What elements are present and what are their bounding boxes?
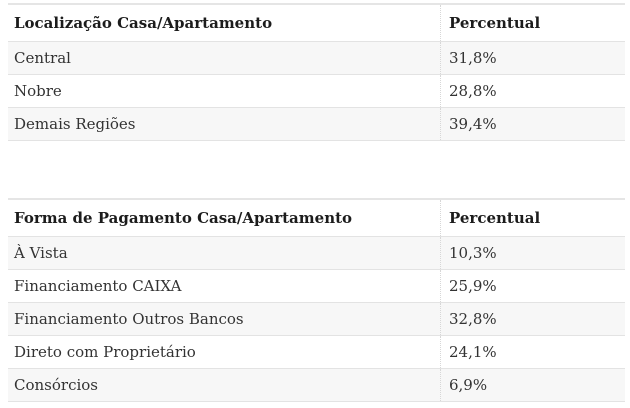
row-label-consorcios: Consórcios xyxy=(8,368,441,402)
row-label-central: Central xyxy=(8,41,441,75)
table-header-row: Forma de Pagamento Casa/Apartamento Perc… xyxy=(8,199,625,237)
row-label-nobre: Nobre xyxy=(8,74,441,108)
row-label-demais-regioes: Demais Regiões xyxy=(8,107,441,141)
row-value-financiamento-caixa: 25,9% xyxy=(440,269,625,303)
row-label-direto-com-proprietario: Direto com Proprietário xyxy=(8,335,441,369)
table-row: Direto com Proprietário 24,1% xyxy=(8,335,625,369)
table-row: Financiamento Outros Bancos 32,8% xyxy=(8,302,625,336)
table-row: Financiamento CAIXA 25,9% xyxy=(8,269,625,303)
header-cell-percentual: Percentual xyxy=(440,199,625,237)
table-row: Consórcios 6,9% xyxy=(8,368,625,402)
row-value-financiamento-outros-bancos: 32,8% xyxy=(440,302,625,336)
row-value-nobre: 28,8% xyxy=(440,74,625,108)
table-row: Nobre 28,8% xyxy=(8,74,625,108)
table-row: Central 31,8% xyxy=(8,41,625,75)
row-value-central: 31,8% xyxy=(440,41,625,75)
row-value-demais-regioes: 39,4% xyxy=(440,107,625,141)
row-label-a-vista: À Vista xyxy=(8,236,441,270)
row-label-financiamento-outros-bancos: Financiamento Outros Bancos xyxy=(8,302,441,336)
table-header-row: Localização Casa/Apartamento Percentual xyxy=(8,4,625,42)
forma-pagamento-table: Forma de Pagamento Casa/Apartamento Perc… xyxy=(8,198,625,402)
header-cell-percentual: Percentual xyxy=(440,4,625,42)
content-area: Localização Casa/Apartamento Percentual … xyxy=(8,3,625,402)
table-row: Demais Regiões 39,4% xyxy=(8,107,625,141)
header-cell-localizacao: Localização Casa/Apartamento xyxy=(8,4,441,42)
row-label-financiamento-caixa: Financiamento CAIXA xyxy=(8,269,441,303)
table-row: À Vista 10,3% xyxy=(8,236,625,270)
header-cell-forma-pagamento: Forma de Pagamento Casa/Apartamento xyxy=(8,199,441,237)
localizacao-table: Localização Casa/Apartamento Percentual … xyxy=(8,3,625,141)
row-value-a-vista: 10,3% xyxy=(440,236,625,270)
row-value-direto-com-proprietario: 24,1% xyxy=(440,335,625,369)
row-value-consorcios: 6,9% xyxy=(440,368,625,402)
